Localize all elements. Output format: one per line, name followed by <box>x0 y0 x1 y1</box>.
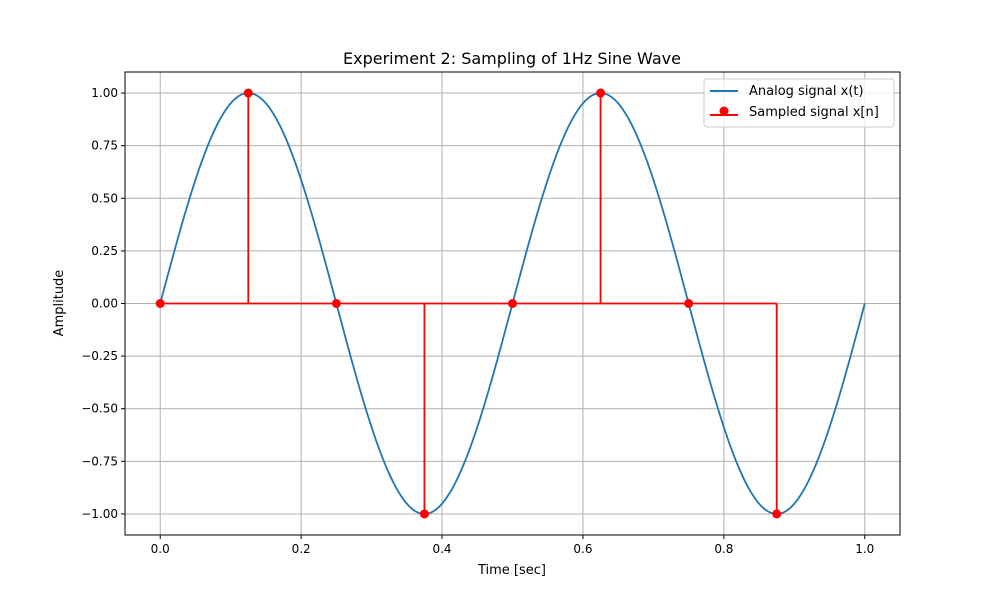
y-tick-label: −0.25 <box>81 349 118 363</box>
sample-point <box>772 509 782 519</box>
legend-sampled-label: Sampled signal x[n] <box>749 105 879 120</box>
x-tick-label: 1.0 <box>855 542 874 556</box>
legend-sampled-marker-swatch <box>719 106 729 116</box>
x-tick-label: 0.6 <box>573 542 592 556</box>
sample-point <box>684 299 694 308</box>
y-tick-label: −0.50 <box>81 402 118 416</box>
sample-point <box>419 509 429 519</box>
legend-analog-label: Analog signal x(t) <box>749 84 864 99</box>
plot-frame <box>124 71 901 536</box>
series-layer <box>155 88 866 519</box>
sample-point <box>596 88 606 98</box>
y-axis-title: Amplitude <box>52 270 67 337</box>
sample-point <box>155 299 165 308</box>
legend: Analog signal x(t) Sampled signal x[n] <box>703 78 895 128</box>
sample-point <box>243 88 253 98</box>
y-tick-label: 0.00 <box>91 297 118 311</box>
x-tick-label: 0.8 <box>714 542 733 556</box>
y-axis-ticks: 1.00 0.75 0.50 0.25 0.00 −0.25 −0.50 −0.75 −1.00 <box>81 86 125 521</box>
sample-point <box>508 299 517 308</box>
legend-box <box>703 78 895 128</box>
chart-title: Experiment 2: Sampling of 1Hz Sine Wave <box>343 49 681 68</box>
y-tick-label: 1.00 <box>91 86 118 100</box>
y-tick-label: −1.00 <box>81 507 118 521</box>
y-tick-label: −0.75 <box>81 454 118 468</box>
y-tick-label: 0.50 <box>91 191 118 205</box>
x-tick-label: 0.0 <box>151 542 170 556</box>
x-axis-title: Time [sec] <box>477 563 546 578</box>
x-axis-ticks: 0.0 0.2 0.4 0.6 0.8 1.0 <box>151 535 874 556</box>
x-tick-label: 0.2 <box>292 542 311 556</box>
x-tick-label: 0.4 <box>432 542 451 556</box>
y-tick-label: 0.75 <box>91 139 118 153</box>
y-tick-label: 0.25 <box>91 244 118 258</box>
sample-point <box>331 299 341 308</box>
